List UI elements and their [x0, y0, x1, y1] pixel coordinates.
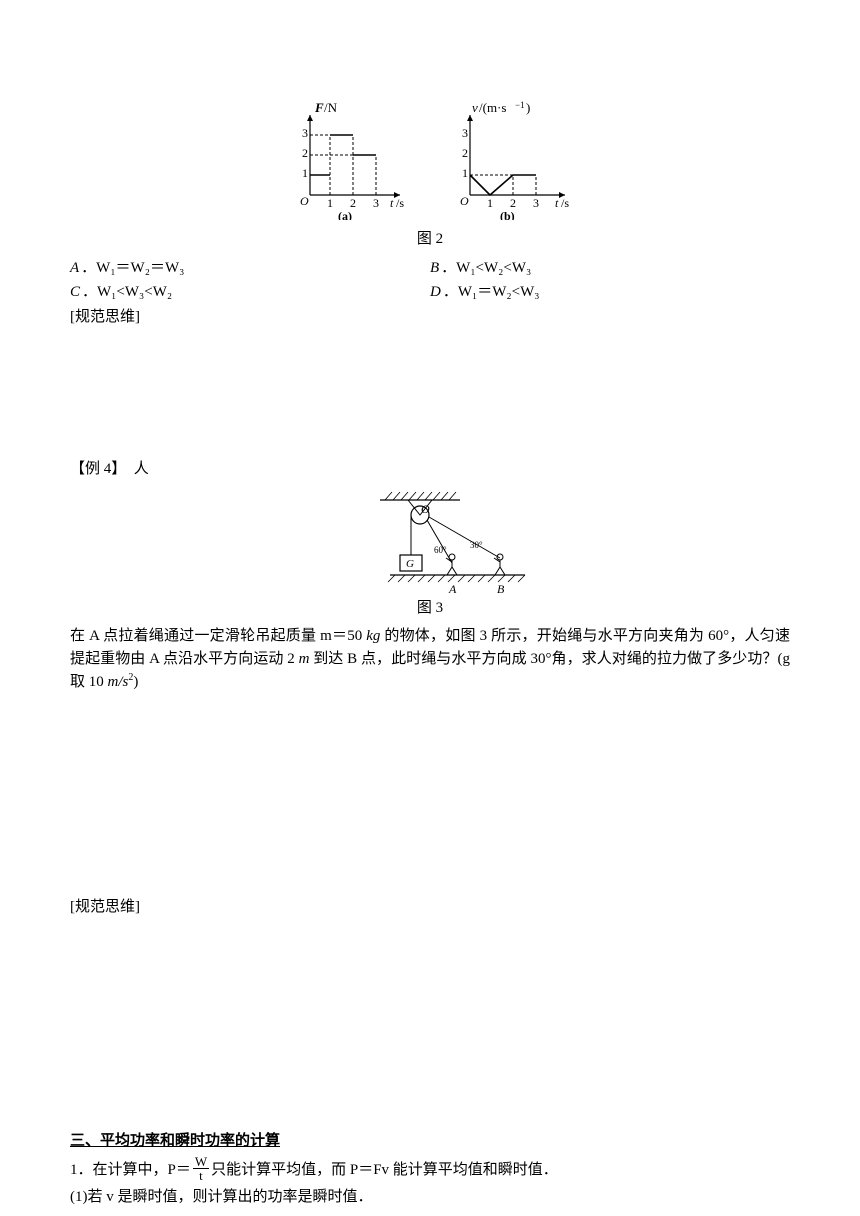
option-d: D．W₁＝W₂<W₃ — [430, 281, 790, 304]
svg-text:/N: /N — [324, 100, 338, 115]
svg-text:G: G — [406, 558, 414, 570]
svg-text:2: 2 — [350, 196, 356, 210]
figure-3-diagram: O G 60° 30° — [330, 485, 530, 595]
svg-text:3: 3 — [373, 196, 379, 210]
figure-2-caption: 图 2 — [70, 228, 790, 251]
svg-text:/s: /s — [561, 196, 569, 210]
svg-text:t: t — [555, 196, 559, 210]
svg-text:1: 1 — [487, 196, 493, 210]
svg-text:1: 1 — [302, 166, 308, 180]
thinking-label-2: [规范思维] — [70, 896, 790, 919]
svg-text:3: 3 — [533, 196, 539, 210]
chart-b: v/(m·s −1) 1 2 3 1 2 3 O t/s (b) — [440, 100, 580, 220]
chart-a: F/N 1 2 3 1 2 3 O t/s (a) — [280, 100, 410, 220]
option-a: A．W₁＝W₂＝W₃ — [70, 257, 430, 280]
svg-text:/(m·s: /(m·s — [479, 100, 506, 115]
svg-text:/s: /s — [396, 196, 404, 210]
svg-text:2: 2 — [302, 146, 308, 160]
svg-text:2: 2 — [462, 146, 468, 160]
svg-text:1: 1 — [327, 196, 333, 210]
svg-text:30°: 30° — [470, 540, 483, 550]
svg-text:B: B — [497, 582, 505, 595]
svg-text:O: O — [300, 194, 309, 208]
figure-3-wrap: O G 60° 30° — [70, 485, 790, 595]
options-grid: A．W₁＝W₂＝W₃ B．W₁<W₂<W₃ C．W₁<W₃<W₂ D．W₁＝W₂… — [70, 257, 790, 304]
svg-text:−1: −1 — [515, 100, 525, 110]
example-4-body: 在 A 点拉着绳通过一定滑轮吊起质量 m＝50 kg 的物体，如图 3 所示，开… — [70, 625, 790, 694]
svg-text:F: F — [314, 100, 324, 115]
svg-text:): ) — [526, 100, 530, 115]
figure-2-row: F/N 1 2 3 1 2 3 O t/s (a) v/(m·s −1) — [70, 100, 790, 220]
option-b: B．W₁<W₂<W₃ — [430, 257, 790, 280]
chart-b-label: (b) — [500, 209, 515, 220]
thinking-label-1: [规范思维] — [70, 306, 790, 329]
section-3-line2: (1)若 v 是瞬时值，则计算出的功率是瞬时值． — [70, 1186, 790, 1209]
example-4-head: 【例 4】 人 — [70, 458, 790, 481]
svg-text:t: t — [390, 196, 394, 210]
option-c: C．W₁<W₃<W₂ — [70, 281, 430, 304]
svg-text:v: v — [472, 100, 478, 115]
svg-text:A: A — [448, 582, 457, 595]
svg-text:O: O — [460, 194, 469, 208]
svg-text:3: 3 — [462, 126, 468, 140]
chart-a-label: (a) — [338, 209, 352, 220]
svg-text:3: 3 — [302, 126, 308, 140]
figure-3-caption: 图 3 — [70, 597, 790, 620]
svg-text:60°: 60° — [434, 545, 447, 555]
svg-text:1: 1 — [462, 166, 468, 180]
svg-text:O: O — [421, 502, 430, 516]
section-3-line1: 1．在计算中，P＝Wt只能计算平均值，而 P＝Fv 能计算平均值和瞬时值． — [70, 1157, 790, 1184]
section-3-title: 三、平均功率和瞬时功率的计算 — [70, 1130, 790, 1153]
svg-text:2: 2 — [510, 196, 516, 210]
